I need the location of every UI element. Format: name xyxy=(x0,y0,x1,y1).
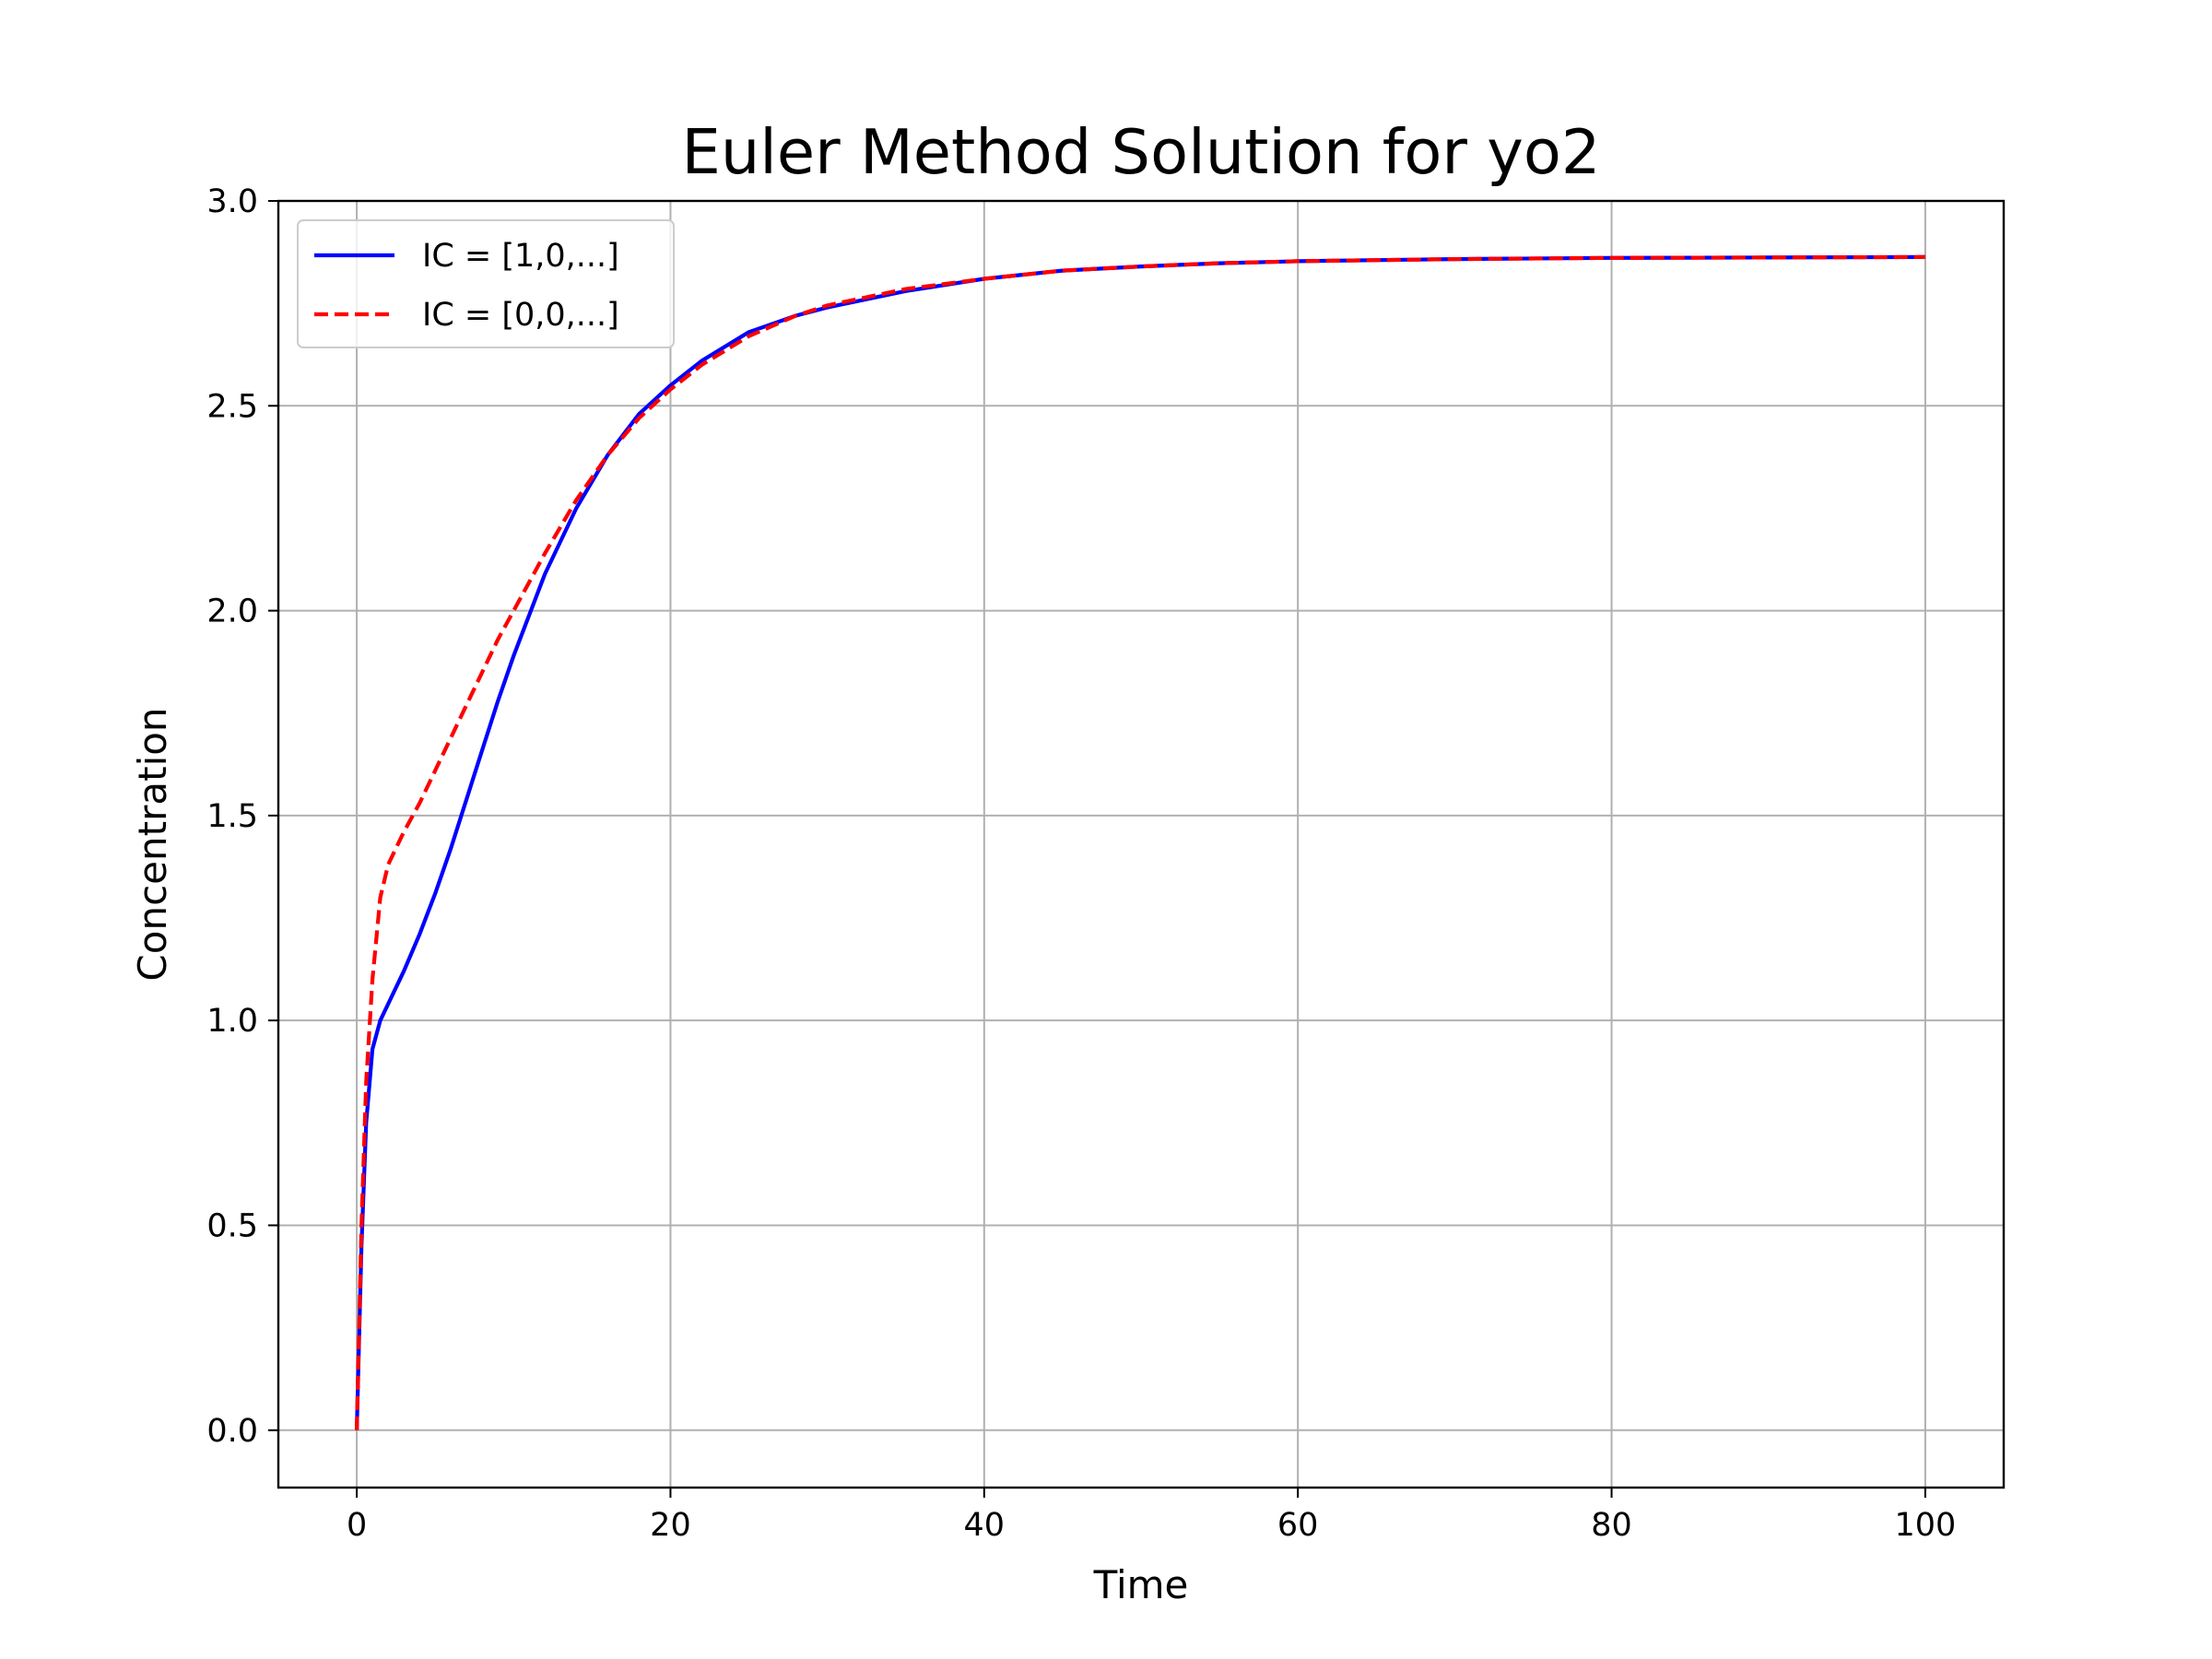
x-axis-title: Time xyxy=(1093,1562,1189,1607)
series-line-2 xyxy=(355,254,1925,1430)
y-axis-title: Concentration xyxy=(130,707,175,981)
y-tick-label: 0.5 xyxy=(206,1207,258,1244)
y-tick-label: 0.0 xyxy=(206,1413,258,1450)
x-tick-label: 20 xyxy=(650,1507,691,1544)
legend-box xyxy=(297,219,675,348)
x-tick-label: 100 xyxy=(1895,1507,1957,1544)
y-tick-label: 2.5 xyxy=(206,388,258,425)
x-tick-label: 80 xyxy=(1591,1507,1632,1544)
series-lines xyxy=(355,254,1925,1430)
x-tick-label: 60 xyxy=(1277,1507,1319,1544)
legend-label: IC = [1,0,...] xyxy=(422,238,619,275)
plot-area-frame xyxy=(276,199,2006,1489)
x-tick-label: 0 xyxy=(347,1507,367,1544)
axis-ticks: 0 20 40 60 80 100 0.0 0.5 1.0 1.5 2.0 2.5 3.0 xyxy=(206,183,1956,1544)
x-tick-label: 40 xyxy=(964,1507,1006,1544)
chart-title: Euler Method Solution for yo2 xyxy=(682,116,1601,188)
legend: IC = [1,0,...] IC = [0,0,...] xyxy=(297,219,675,348)
y-tick-label: 3.0 xyxy=(206,183,258,220)
grid-lines xyxy=(278,200,2004,1488)
legend-label: IC = [0,0,...] xyxy=(422,297,619,334)
y-tick-label: 2.0 xyxy=(206,594,258,630)
y-tick-label: 1.5 xyxy=(206,798,258,835)
y-tick-label: 1.0 xyxy=(206,1003,258,1040)
